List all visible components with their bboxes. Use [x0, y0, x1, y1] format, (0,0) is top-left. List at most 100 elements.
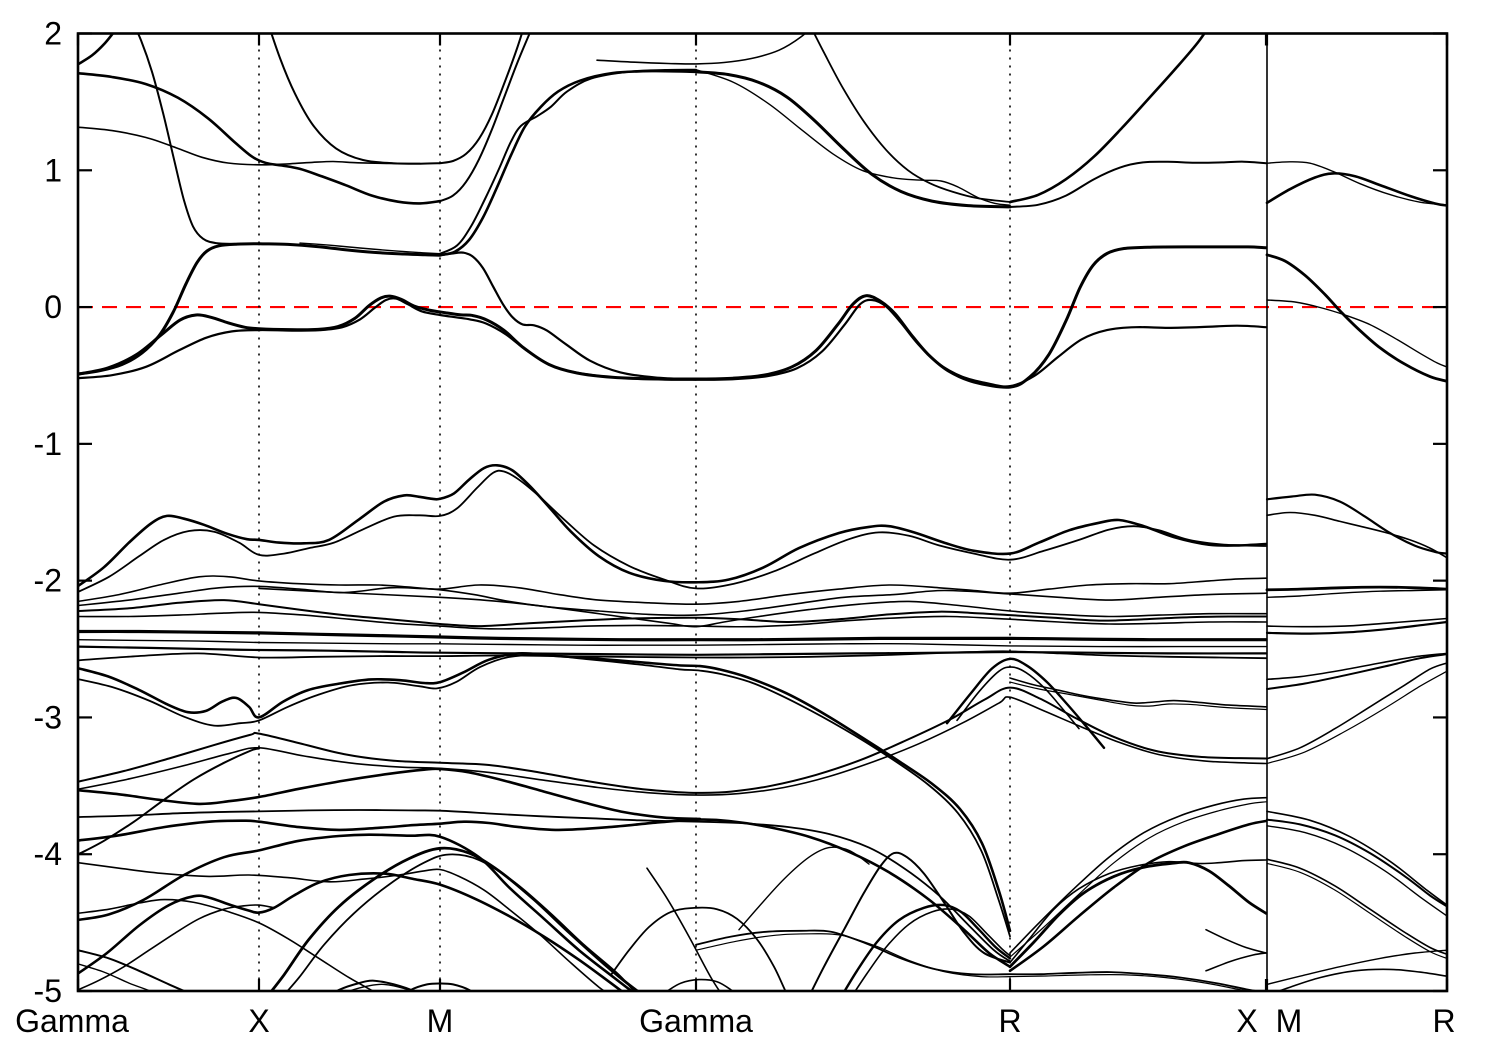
band-curve [1266, 862, 1447, 959]
band-curve [78, 575, 1267, 606]
band-curve [78, 599, 1267, 628]
band-curve [78, 126, 421, 166]
band-curve [439, 33, 523, 165]
band-curve [695, 929, 1262, 991]
band-curve [137, 33, 260, 245]
band-curve [1266, 670, 1447, 765]
band-curve [1276, 968, 1447, 991]
band-curve [1266, 653, 1447, 690]
band-curve [78, 809, 1011, 963]
kpoint-label: Gamma [639, 1003, 753, 1039]
band-curve [610, 906, 787, 991]
band-curve [1265, 493, 1447, 555]
y-tick-label: -4 [34, 836, 62, 872]
band-curve [1266, 810, 1447, 906]
band-curve [78, 833, 634, 991]
kpoint-label: R [1432, 1003, 1455, 1039]
y-tick-label: 0 [44, 289, 62, 325]
y-tick-label: -2 [34, 563, 62, 599]
band-curve [1008, 819, 1268, 973]
band-curve [269, 846, 640, 991]
y-tick-label: -3 [34, 699, 62, 735]
band-curve [1266, 825, 1447, 917]
band-curve [78, 611, 1267, 630]
y-tick-label: 2 [44, 16, 62, 52]
band-curve [78, 949, 187, 991]
band-curve [1266, 161, 1447, 206]
band-curve [78, 818, 1012, 968]
band-curve [439, 33, 531, 203]
band-curve [1008, 860, 1268, 969]
band-curve [78, 629, 1268, 642]
band-curve [78, 650, 1267, 662]
kpoint-label: R [998, 1003, 1021, 1039]
kpoint-label: M [427, 1003, 454, 1039]
band-curve [1009, 859, 1267, 964]
band-curve [347, 983, 413, 991]
band-curve [945, 657, 1106, 749]
band-curve [78, 686, 1267, 794]
band-curve [843, 903, 1012, 991]
band-curve [1265, 620, 1447, 635]
y-axis-labels: 2 1 0 -1 -2 -3 -4 -5 [34, 16, 62, 1010]
band-curve [1265, 172, 1447, 207]
x-axis-labels: Gamma X M Gamma R X M R [15, 1003, 1455, 1039]
axis-ticks [76, 32, 1449, 993]
y-tick-label: 1 [44, 152, 62, 188]
kpoint-label: X [1236, 1003, 1257, 1039]
band-curve [1266, 511, 1447, 559]
band-curve [1205, 952, 1267, 972]
band-curve [439, 68, 697, 255]
band-curve [78, 242, 261, 376]
kpoint-label: M [1276, 1003, 1303, 1039]
y-tick-label: -1 [34, 426, 62, 462]
band-curve [1009, 801, 1267, 958]
band-curve [810, 851, 1011, 991]
band-curve [78, 898, 375, 991]
band-curve [695, 933, 1252, 991]
kpoint-gridlines [258, 33, 1268, 991]
band-curve [78, 872, 624, 991]
band-curve [78, 463, 1268, 588]
band-curve [78, 904, 275, 991]
band-curve [78, 297, 1268, 388]
band-curve [1266, 818, 1447, 908]
band-curve [813, 33, 1011, 203]
plot-frame [76, 32, 1449, 993]
band-curve [78, 645, 1268, 656]
band-curve [257, 242, 442, 257]
band-curve [854, 908, 1011, 991]
band-curve [1009, 160, 1267, 208]
band-curve [78, 585, 1267, 617]
band-curve [1266, 589, 1447, 598]
band-curve [78, 654, 1011, 938]
band-curve [299, 242, 441, 255]
band-curve [270, 33, 441, 165]
band-curve [1266, 299, 1447, 368]
band-curve [596, 33, 807, 65]
band-curve [1266, 652, 1447, 681]
band-curve [78, 469, 1267, 593]
kpoint-label: X [248, 1003, 269, 1039]
band-curve [258, 587, 1267, 628]
band-curve [1009, 677, 1267, 708]
band-curve [646, 867, 721, 991]
band-curve [78, 747, 260, 856]
band-curve [78, 963, 153, 991]
kpoint-label: Gamma [15, 1003, 129, 1039]
band-curve [438, 251, 698, 381]
band-curve [1265, 253, 1447, 383]
band-lines [78, 33, 1447, 991]
band-curve [956, 666, 1080, 730]
band-curve [1266, 662, 1447, 760]
band-curve [78, 639, 1267, 648]
band-curve [1266, 858, 1447, 956]
band-curve [1266, 949, 1447, 986]
band-curve [694, 70, 1012, 209]
band-curve [78, 651, 1012, 933]
band-curve [1008, 33, 1206, 204]
band-curve [1009, 796, 1267, 954]
band-curve [78, 767, 702, 821]
